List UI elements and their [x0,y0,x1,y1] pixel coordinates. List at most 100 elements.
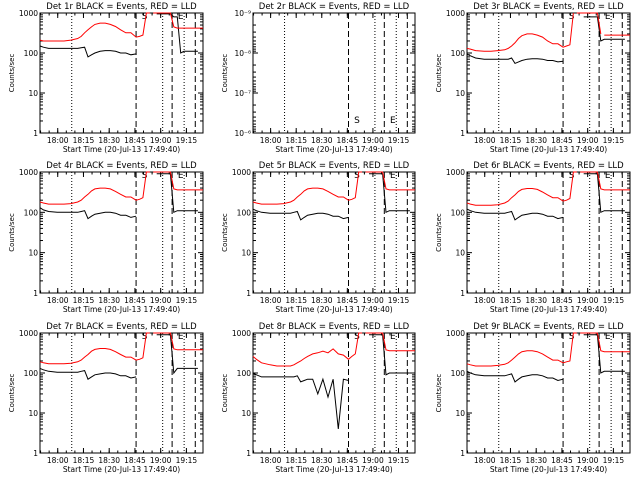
x-tick-label: 19:00 [362,296,384,305]
x-tick-label: 19:15 [603,456,625,465]
marker-e: E [605,332,611,342]
y-tick-label: 100 [24,208,39,217]
x-tick-label: 18:00 [260,296,282,305]
marker-s: S [569,12,575,22]
y-tick-label: 100 [451,369,466,378]
y-axis-label: Counts/sec [435,54,443,93]
y-tick-label: 100 [451,49,466,58]
x-axis-label: Start Time (20-Jul-13 17:49:40) [63,465,180,474]
y-tick-label: 100 [237,369,252,378]
plot-frame [252,12,416,134]
y-axis-label: Counts/sec [435,213,443,252]
x-tick-label: 19:15 [388,296,410,305]
marker-s: S [354,332,360,342]
y-tick-label: 10 [455,249,465,258]
panel-det-4r: Det 4r BLACK = Events, RED = LLD Counts/s… [8,161,204,314]
plot-frame [252,332,416,454]
y-axis-label: Counts/sec [8,54,16,93]
panel-title: Det 3r BLACK = Events, RED = LLD [473,2,624,12]
x-tick-label: 18:00 [474,456,496,465]
x-tick-label: 19:00 [577,136,599,145]
y-tick-label: 10 [28,249,38,258]
x-tick-label: 18:15 [73,456,95,465]
series-events-line [466,208,564,221]
x-tick-label: 18:45 [337,136,359,145]
y-tick-label: 1000 [19,329,38,338]
panel-det-1r: Det 1r BLACK = Events, RED = LLD Counts/s… [8,2,204,154]
y-tick-label: 1000 [232,168,251,177]
plot-frame [39,171,204,294]
y-tick-label: 10 [28,409,38,418]
series-lld-line [153,171,203,191]
y-tick-label: 10 [241,249,251,258]
series-lld-line [252,171,363,205]
series-events-line [39,207,137,220]
x-tick-label: 18:45 [551,296,573,305]
marker-e: E [178,332,184,342]
series-lld-line [466,12,574,52]
y-tick-label: 1 [246,449,251,458]
y-axis-label: Counts/sec [221,374,229,413]
y-tick-label: 1 [460,449,465,458]
x-tick-label: 18:00 [260,136,282,145]
x-tick-label: 18:30 [98,296,120,305]
x-tick-label: 18:30 [311,456,333,465]
series-lld-line [39,12,150,42]
panel-det-3r: Det 3r BLACK = Events, RED = LLD Counts/s… [435,2,631,154]
x-axis-label: Start Time (20-Jul-13 17:49:40) [275,145,392,154]
series-events-line [583,334,625,374]
series-events-line [369,173,410,214]
x-tick-label: 18:30 [525,296,547,305]
y-axis-label: Counts/sec [221,54,229,93]
y-tick-label: 100 [24,49,39,58]
x-tick-label: 19:15 [176,136,198,145]
series-events-line [156,173,198,214]
y-tick-label: 1 [460,289,465,298]
x-tick-label: 18:00 [260,456,282,465]
marker-s: S [354,116,360,126]
marker-s: S [142,171,148,181]
y-tick-label: 1 [246,289,251,298]
x-axis-label: Start Time (20-Jul-13 17:49:40) [275,305,392,314]
y-tick-label: 10⁻⁸ [234,49,251,58]
panel-title: Det 8r BLACK = Events, RED = LLD [259,322,410,332]
y-tick-label: 10⁻⁶ [234,129,251,138]
y-tick-label: 1000 [446,329,465,338]
plot-frame [39,332,204,454]
y-tick-label: 10 [455,409,465,418]
y-tick-label: 100 [24,369,39,378]
series-events-line [156,13,198,54]
plot-frame [466,12,631,134]
panel-title: Det 2r BLACK = Events, RED = LLD [259,2,410,12]
panel-title: Det 6r BLACK = Events, RED = LLD [473,161,624,171]
x-tick-label: 19:00 [150,456,172,465]
y-tick-label: 1 [33,129,38,138]
y-tick-label: 10⁻⁹ [234,9,251,18]
x-tick-label: 19:15 [388,456,410,465]
x-tick-label: 18:45 [551,456,573,465]
x-tick-label: 18:15 [285,296,307,305]
x-tick-label: 18:45 [551,136,573,145]
series-lld-line [580,332,630,353]
panel-det-6r: Det 6r BLACK = Events, RED = LLD Counts/s… [435,161,631,314]
panel-title: Det 7r BLACK = Events, RED = LLD [46,322,197,332]
series-events-line [466,370,564,383]
x-tick-label: 18:30 [98,456,120,465]
series-lld-line [466,171,577,206]
y-tick-label: 100 [451,208,466,217]
x-tick-label: 18:30 [98,136,120,145]
x-tick-label: 19:00 [577,296,599,305]
series-events-line [369,334,410,376]
series-events-line [583,16,625,42]
panel-det-8r: Det 8r BLACK = Events, RED = LLD Counts/s… [221,322,416,474]
y-axis-label: Counts/sec [435,374,443,413]
y-tick-label: 1000 [232,329,251,338]
marker-s: S [142,332,148,342]
panel-det-2r: Det 2r BLACK = Events, RED = LLD Counts/s… [221,2,416,154]
panel-det-5r: Det 5r BLACK = Events, RED = LLD Counts/s… [221,161,416,314]
y-tick-label: 10⁻⁷ [234,89,251,98]
x-axis-label: Start Time (20-Jul-13 17:49:40) [490,145,607,154]
marker-e: E [605,12,611,22]
plot-frame [252,171,416,294]
